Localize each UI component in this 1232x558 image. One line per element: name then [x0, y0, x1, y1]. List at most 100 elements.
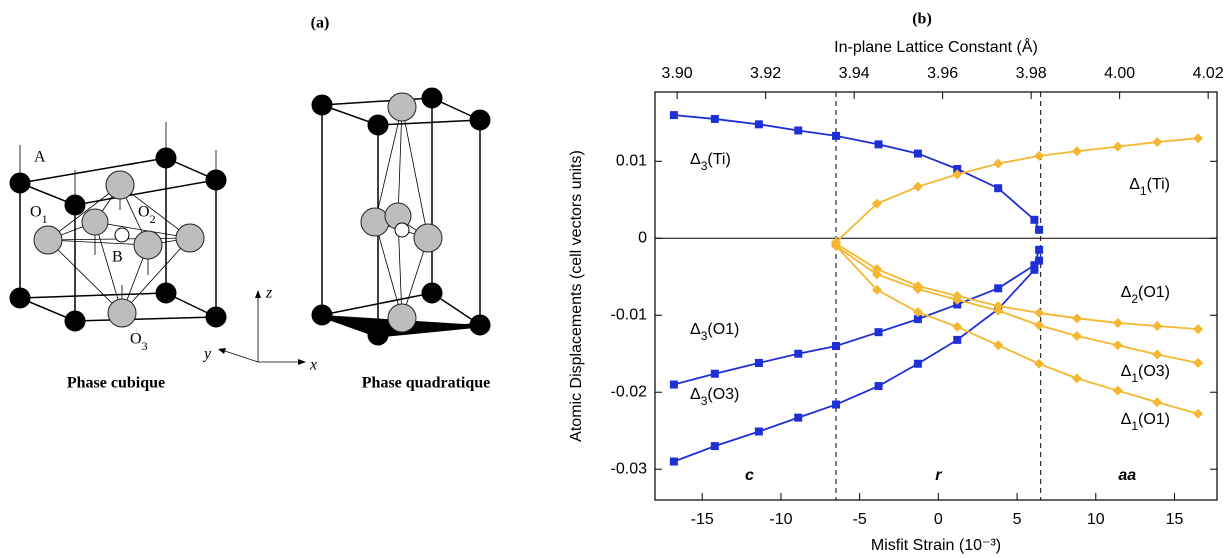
marker [1071, 373, 1082, 384]
x2-axis-title: In-plane Lattice Constant (Å) [834, 37, 1038, 56]
y-tick-label: -0.01 [611, 306, 648, 323]
marker [912, 307, 923, 318]
marker [832, 342, 841, 351]
marker [669, 457, 678, 466]
x-tick-label: -5 [853, 511, 867, 528]
marker [832, 131, 841, 140]
marker [1034, 150, 1045, 161]
marker [1152, 397, 1163, 408]
atom-label: O3 [130, 331, 148, 353]
marker [1112, 141, 1123, 152]
x-tick-label: 0 [934, 511, 943, 528]
plot-frame [654, 91, 1218, 501]
series-label: Δ1(O1) [1121, 411, 1170, 433]
marker [710, 369, 719, 378]
panel-label: (b) [912, 11, 932, 28]
y-tick-label: 0 [638, 229, 647, 246]
panel-b: (b) In-plane Lattice Constant (Å) Misfit… [568, 11, 1224, 555]
marker [913, 359, 922, 368]
marker [1193, 324, 1204, 335]
panel-a: (a) A O1 O2 B O3 z y x Phase cubique Pha… [9, 15, 491, 392]
region-label: aa [1118, 467, 1136, 484]
marker [871, 284, 882, 295]
y-axis-title: Atomic Displacements (cell vectors units… [568, 150, 585, 442]
atom-label: A [34, 149, 46, 166]
region-label: c [745, 467, 754, 484]
series-line [673, 260, 1040, 463]
marker [953, 164, 962, 173]
series-label: Δ1(Ti) [1129, 176, 1170, 198]
marker [1030, 265, 1039, 274]
marker [1034, 307, 1045, 318]
marker [1071, 313, 1082, 324]
marker [993, 305, 1004, 316]
marker [874, 382, 883, 391]
marker [710, 114, 719, 123]
marker [913, 149, 922, 158]
axes-triad [221, 295, 302, 363]
marker [754, 358, 763, 367]
atom-label: O2 [138, 204, 156, 226]
marker [874, 328, 883, 337]
marker [1112, 317, 1123, 328]
marker [1152, 137, 1163, 148]
atom-label: B [112, 249, 123, 266]
marker [754, 427, 763, 436]
marker [1034, 358, 1045, 369]
cubic-cell [9, 122, 227, 332]
marker [1035, 256, 1044, 265]
axis-letter: z [265, 285, 273, 302]
marker [831, 240, 842, 251]
marker [994, 184, 1003, 193]
marker [1193, 133, 1204, 144]
marker [1152, 349, 1163, 360]
series-label: Δ3(O1) [690, 321, 739, 343]
marker [669, 380, 678, 389]
x2-tick-label: 3.96 [927, 65, 958, 82]
marker [1035, 245, 1044, 254]
marker [871, 264, 882, 275]
marker [1071, 146, 1082, 157]
marker [1112, 340, 1123, 351]
marker [871, 198, 882, 209]
series-label: Δ3(Ti) [690, 151, 731, 173]
series-line [835, 242, 1199, 330]
x-axis-title: Misfit Strain (10⁻³) [871, 537, 1001, 554]
marker [913, 315, 922, 324]
x-tick-label: -10 [769, 511, 792, 528]
axis-letter: y [202, 346, 212, 363]
marker [1030, 215, 1039, 224]
series-line [835, 245, 1199, 364]
marker [952, 169, 963, 180]
tetragonal-cell [311, 87, 491, 346]
caption: Phase cubique [67, 375, 165, 392]
marker [794, 126, 803, 135]
marker [1034, 320, 1045, 331]
marker [710, 442, 719, 451]
marker [794, 349, 803, 358]
marker [1152, 321, 1163, 332]
x-tick-label: 10 [1087, 511, 1105, 528]
series-line [673, 249, 1040, 386]
series-label: Δ3(O3) [690, 386, 739, 408]
series-line [673, 114, 1040, 231]
x2-tick-label: 3.92 [750, 65, 781, 82]
marker [993, 340, 1004, 351]
marker [1071, 331, 1082, 342]
x-tick-label: 15 [1166, 511, 1184, 528]
marker [993, 158, 1004, 169]
x2-tick-label: 3.98 [1016, 65, 1047, 82]
caption: Phase quadratique [362, 375, 490, 392]
x-tick-label: 5 [1013, 511, 1022, 528]
marker [1193, 408, 1204, 419]
marker [874, 140, 883, 149]
arrowheads [218, 290, 306, 365]
marker [794, 413, 803, 422]
region-label: r [935, 467, 942, 484]
marker [953, 335, 962, 344]
atom-label: O1 [30, 204, 48, 226]
x2-tick-label: 3.94 [839, 65, 870, 82]
y-tick-label: -0.02 [611, 383, 648, 400]
marker [952, 294, 963, 305]
